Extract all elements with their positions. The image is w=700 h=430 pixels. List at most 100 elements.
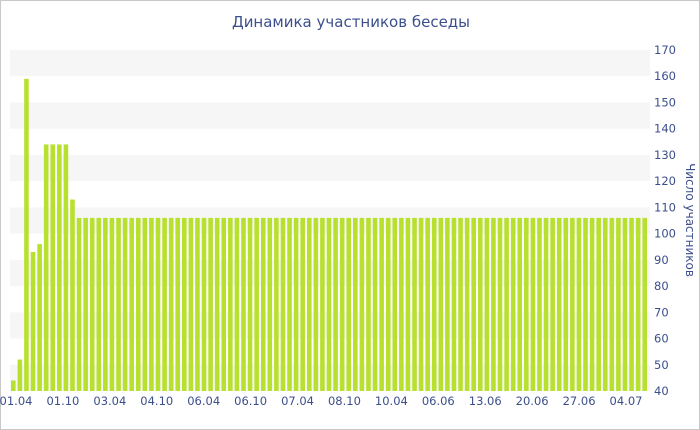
bar bbox=[563, 217, 569, 391]
bar bbox=[142, 217, 148, 391]
bar bbox=[392, 217, 398, 391]
bar bbox=[616, 217, 621, 391]
bar bbox=[57, 144, 62, 391]
bar bbox=[543, 217, 549, 391]
bar bbox=[570, 217, 575, 391]
bar bbox=[306, 217, 312, 391]
bar bbox=[333, 217, 338, 391]
bar bbox=[17, 359, 23, 391]
bar bbox=[70, 199, 75, 391]
bar bbox=[550, 217, 555, 391]
bar bbox=[63, 144, 69, 391]
y-tick-label: 50 bbox=[654, 358, 669, 372]
bar bbox=[524, 217, 529, 391]
bar bbox=[129, 217, 134, 391]
bar bbox=[477, 217, 483, 391]
bar bbox=[353, 217, 358, 391]
bar bbox=[83, 217, 88, 391]
bar bbox=[399, 217, 404, 391]
bar bbox=[504, 217, 509, 391]
bar bbox=[609, 217, 615, 391]
bar bbox=[195, 217, 200, 391]
x-tick-label: 01.04 bbox=[0, 394, 32, 408]
bar bbox=[37, 244, 42, 391]
y-tick-label: 130 bbox=[654, 148, 676, 162]
bar bbox=[412, 217, 417, 391]
bar bbox=[537, 217, 542, 391]
x-tick-label: 06.04 bbox=[187, 394, 220, 408]
bar bbox=[438, 217, 444, 391]
bar bbox=[458, 217, 463, 391]
bar bbox=[96, 217, 102, 391]
bars bbox=[11, 78, 647, 391]
x-tick-label: 27.06 bbox=[563, 394, 596, 408]
bar bbox=[589, 217, 595, 391]
grid-band bbox=[10, 154, 650, 182]
x-tick-label: 10.04 bbox=[375, 394, 408, 408]
bar bbox=[418, 217, 424, 391]
x-tick-labels: 01.04 01.10 03.04 04.10 06.04 06.10 07.04 08.10… bbox=[0, 394, 642, 408]
bar bbox=[431, 217, 437, 391]
bar bbox=[576, 217, 582, 391]
bar bbox=[149, 217, 154, 391]
bar bbox=[260, 217, 266, 391]
y-axis-label: Число участников bbox=[683, 163, 697, 277]
y-tick-label: 70 bbox=[654, 305, 669, 319]
x-tick-label: 08.10 bbox=[328, 394, 361, 408]
y-tick-label: 100 bbox=[654, 227, 676, 241]
bar bbox=[274, 217, 279, 391]
bar bbox=[228, 217, 233, 391]
bar bbox=[30, 251, 36, 391]
y-tick-label: 80 bbox=[654, 279, 669, 293]
y-tick-labels: 40 50 60 70 80 90 100 110 120 130 140 150 160 170 bbox=[654, 43, 676, 398]
x-tick-label: 01.10 bbox=[46, 394, 79, 408]
bar bbox=[635, 217, 641, 391]
y-tick-label: 90 bbox=[654, 253, 669, 267]
x-tick-label: 20.06 bbox=[516, 394, 549, 408]
grid-band bbox=[10, 50, 650, 77]
bar bbox=[451, 217, 457, 391]
bar bbox=[366, 217, 371, 391]
bar bbox=[208, 217, 213, 391]
bar bbox=[622, 217, 628, 391]
bar bbox=[642, 217, 647, 391]
bar bbox=[517, 217, 523, 391]
bar bbox=[464, 217, 470, 391]
bar bbox=[267, 217, 273, 391]
bar bbox=[254, 217, 259, 391]
bar bbox=[109, 217, 115, 391]
bar bbox=[122, 217, 128, 391]
bar bbox=[425, 217, 430, 391]
bar bbox=[11, 380, 16, 391]
bar bbox=[346, 217, 352, 391]
bar bbox=[168, 217, 174, 391]
bar bbox=[214, 217, 220, 391]
bar bbox=[497, 217, 503, 391]
bar bbox=[372, 217, 378, 391]
x-tick-label: 04.10 bbox=[140, 394, 173, 408]
bar bbox=[313, 217, 319, 391]
x-tick-label: 13.06 bbox=[469, 394, 502, 408]
bar bbox=[471, 217, 476, 391]
bar bbox=[405, 217, 411, 391]
bar bbox=[221, 217, 227, 391]
y-tick-label: 120 bbox=[654, 174, 676, 188]
bar bbox=[155, 217, 161, 391]
bar bbox=[247, 217, 253, 391]
chart-title: Динамика участников беседы bbox=[231, 13, 471, 31]
bar bbox=[287, 217, 292, 391]
bar bbox=[116, 217, 121, 391]
y-tick-label: 170 bbox=[654, 43, 676, 57]
bar bbox=[293, 217, 299, 391]
bar bbox=[596, 217, 601, 391]
bar bbox=[24, 78, 29, 391]
y-tick-label: 40 bbox=[654, 384, 669, 398]
bar bbox=[234, 217, 240, 391]
bar bbox=[583, 217, 588, 391]
bar bbox=[175, 217, 181, 391]
bar bbox=[162, 217, 167, 391]
bar bbox=[188, 217, 194, 391]
bar bbox=[602, 217, 608, 391]
y-tick-label: 140 bbox=[654, 122, 676, 136]
